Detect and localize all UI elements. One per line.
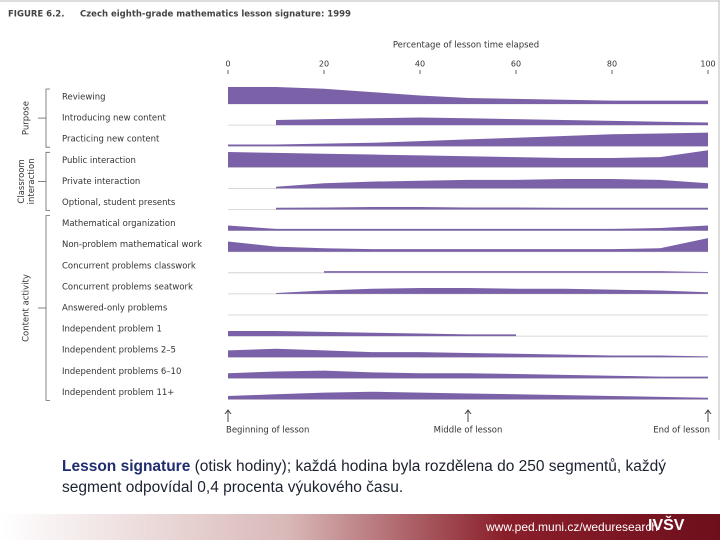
group-bracket [45, 88, 50, 148]
annotation-arrow [704, 409, 712, 422]
group-bracket [45, 215, 50, 401]
row-area [228, 238, 708, 252]
row-area [228, 391, 708, 400]
group-label-line: interaction [27, 158, 37, 204]
row-area [276, 287, 708, 294]
group-label: Content activity [22, 274, 32, 342]
row-area [276, 206, 708, 210]
annotation-label: Middle of lesson [434, 426, 503, 436]
annotation-arrow [464, 409, 472, 422]
x-tick-label: 100 [700, 60, 715, 69]
footer-url: www.ped.muni.cz/weduresearch [486, 520, 659, 534]
figure-label: FIGURE 6.2. [8, 10, 64, 20]
row-label: Optional, student presents [62, 198, 176, 208]
row-label: Non-problem mathematical work [62, 240, 202, 250]
row-area [228, 370, 708, 379]
x-tick-label: 0 [225, 60, 230, 69]
row-label: Independent problems 2–5 [62, 346, 176, 356]
annotation-arrow [224, 409, 232, 422]
row-label: Answered-only problems [62, 304, 168, 314]
row-area [228, 348, 708, 358]
row-label: Introducing new content [62, 114, 167, 124]
row-label: Practicing new content [62, 135, 160, 145]
annotation-label: End of lesson [653, 426, 710, 436]
x-tick-label: 80 [607, 60, 617, 69]
row-label: Concurrent problems classwork [62, 261, 196, 271]
row-label: Independent problems 6–10 [62, 367, 181, 377]
row-area [228, 87, 708, 104]
row-label: Independent problem 1 [62, 325, 162, 335]
row-area [276, 117, 708, 126]
row-area [324, 271, 708, 273]
x-axis-label: Percentage of lesson time elapsed [393, 41, 539, 51]
footer-logo: IVŠV [648, 517, 685, 534]
row-area [276, 179, 708, 189]
row-label: Concurrent problems seatwork [62, 282, 193, 292]
row-label: Private interaction [62, 177, 140, 187]
group-label: Purpose [22, 101, 32, 135]
x-tick-label: 40 [415, 60, 425, 69]
group-label: Classroominteraction [17, 158, 37, 204]
row-area [228, 331, 516, 337]
x-tick-label: 20 [319, 60, 329, 69]
annotation-label: Beginning of lesson [226, 426, 309, 436]
row-area [228, 132, 708, 147]
group-bracket [45, 151, 50, 211]
row-label: Reviewing [62, 93, 105, 103]
caption-bold: Lesson signature [62, 458, 191, 475]
row-label: Public interaction [62, 156, 136, 166]
row-label: Mathematical organization [62, 219, 175, 229]
chart-title: Czech eighth-grade mathematics lesson si… [80, 10, 351, 20]
group-label-line: Classroom [17, 159, 27, 203]
row-area [228, 150, 708, 168]
footer: www.ped.muni.cz/weduresearch IVŠV [0, 514, 720, 540]
row-label: Independent problem 11+ [62, 388, 174, 398]
figure: FIGURE 6.2. Czech eighth-grade mathemati… [0, 0, 720, 440]
caption: Lesson signature (otisk hodiny); každá h… [62, 456, 712, 498]
caption-text: (otisk hodiny); každá hodina byla rozděl… [62, 458, 666, 496]
x-tick-label: 60 [511, 60, 521, 69]
row-area [228, 225, 708, 231]
